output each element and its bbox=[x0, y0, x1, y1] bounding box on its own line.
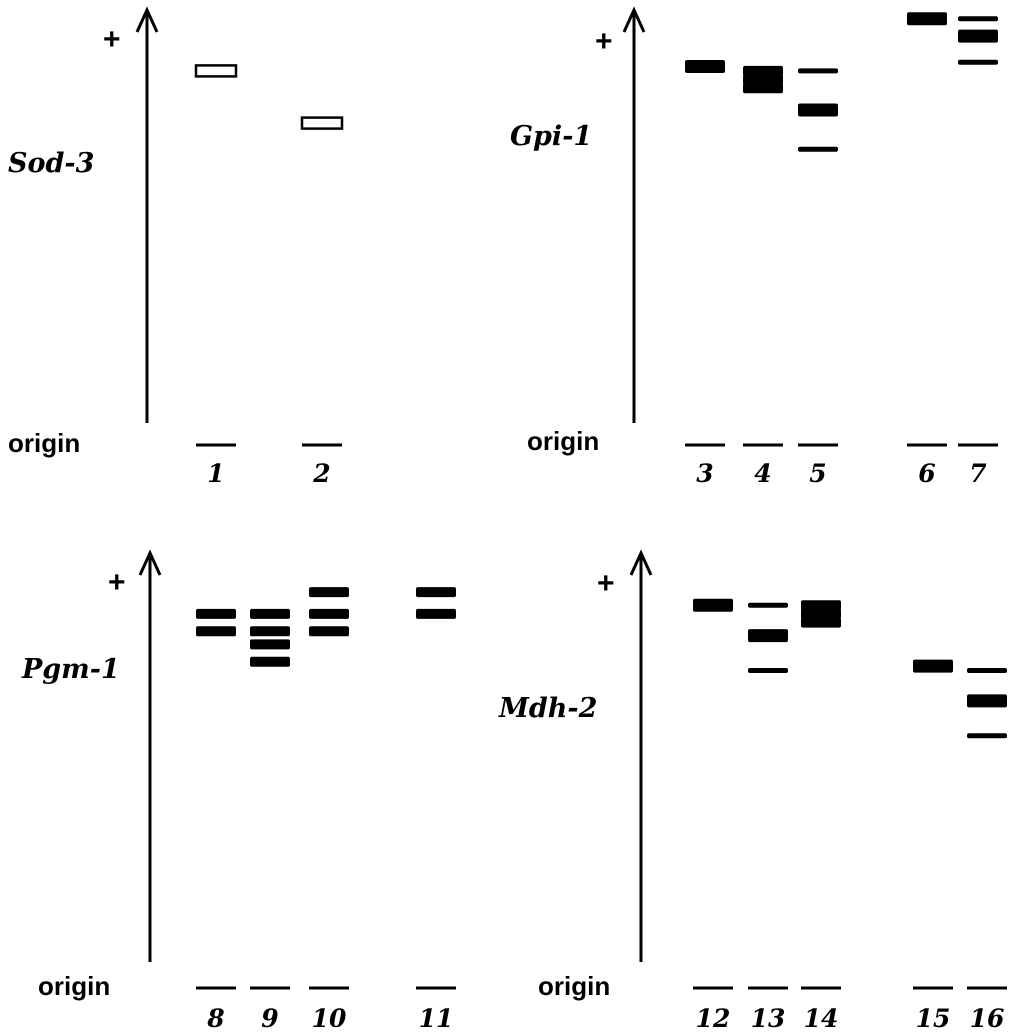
gel-band bbox=[958, 59, 998, 65]
gel-band bbox=[250, 608, 290, 619]
origin-label: origin bbox=[538, 971, 610, 1001]
gel-band bbox=[309, 626, 349, 637]
lane-number: 2 bbox=[312, 459, 330, 488]
axis-arrowhead bbox=[629, 549, 653, 576]
axis-arrowhead bbox=[135, 6, 159, 33]
gel-band bbox=[250, 626, 290, 637]
lane-number: 3 bbox=[696, 459, 713, 488]
lane-number: 10 bbox=[312, 1004, 347, 1032]
lane-number: 9 bbox=[261, 1004, 278, 1032]
gel-band bbox=[913, 659, 953, 673]
gene-label: Pgm-1 bbox=[21, 654, 120, 685]
gel-band bbox=[798, 103, 838, 117]
gel-band bbox=[798, 68, 838, 74]
gel-band bbox=[693, 598, 733, 612]
lane-number: 13 bbox=[751, 1004, 786, 1032]
gel-band bbox=[416, 608, 456, 619]
lane-number: 4 bbox=[754, 459, 771, 488]
gel-band bbox=[798, 146, 838, 152]
gel-band bbox=[743, 83, 783, 94]
origin-label: origin bbox=[8, 428, 80, 458]
lane-number: 14 bbox=[804, 1004, 839, 1032]
gene-label: Mdh-2 bbox=[498, 693, 597, 724]
gel-band bbox=[967, 667, 1007, 673]
lane-number: 1 bbox=[207, 459, 224, 488]
gene-label: Gpi-1 bbox=[510, 121, 592, 152]
anode-plus-sign: + bbox=[108, 566, 126, 599]
gel-band bbox=[300, 116, 344, 130]
lane-number: 7 bbox=[969, 459, 987, 488]
gel-band bbox=[250, 656, 290, 667]
gel-band bbox=[958, 16, 998, 22]
lane-number: 5 bbox=[809, 459, 826, 488]
gel-band bbox=[416, 587, 456, 598]
lane-number: 6 bbox=[918, 459, 935, 488]
gel-band bbox=[907, 12, 947, 26]
origin-label: origin bbox=[38, 971, 110, 1001]
lane-number: 12 bbox=[696, 1004, 731, 1032]
lane-number: 8 bbox=[206, 1004, 224, 1032]
gel-band bbox=[801, 600, 841, 611]
gel-band bbox=[743, 65, 783, 76]
gel-band bbox=[958, 29, 998, 43]
anode-plus-sign: + bbox=[595, 25, 613, 58]
axis-arrowhead bbox=[622, 6, 646, 33]
lane-number: 11 bbox=[419, 1004, 454, 1032]
gel-band bbox=[196, 608, 236, 619]
gel-band bbox=[801, 608, 841, 619]
gel-band bbox=[748, 629, 788, 643]
gel-band bbox=[748, 602, 788, 608]
lane-number: 15 bbox=[916, 1004, 951, 1032]
gel-band bbox=[967, 694, 1007, 708]
origin-label: origin bbox=[527, 426, 599, 456]
anode-plus-sign: + bbox=[103, 23, 121, 56]
lane-number: 16 bbox=[970, 1004, 1005, 1032]
gel-band bbox=[685, 60, 725, 74]
gel-band bbox=[194, 64, 238, 78]
gene-label: Sod-3 bbox=[8, 148, 94, 179]
axis-arrowhead bbox=[138, 549, 162, 576]
gel-band bbox=[250, 639, 290, 650]
gel-band bbox=[309, 587, 349, 598]
gel-band bbox=[309, 608, 349, 619]
gel-band bbox=[748, 667, 788, 673]
gel-band bbox=[743, 74, 783, 85]
anode-plus-sign: + bbox=[597, 567, 615, 600]
gel-band bbox=[967, 733, 1007, 739]
gel-band bbox=[801, 617, 841, 628]
gel-band bbox=[196, 626, 236, 637]
